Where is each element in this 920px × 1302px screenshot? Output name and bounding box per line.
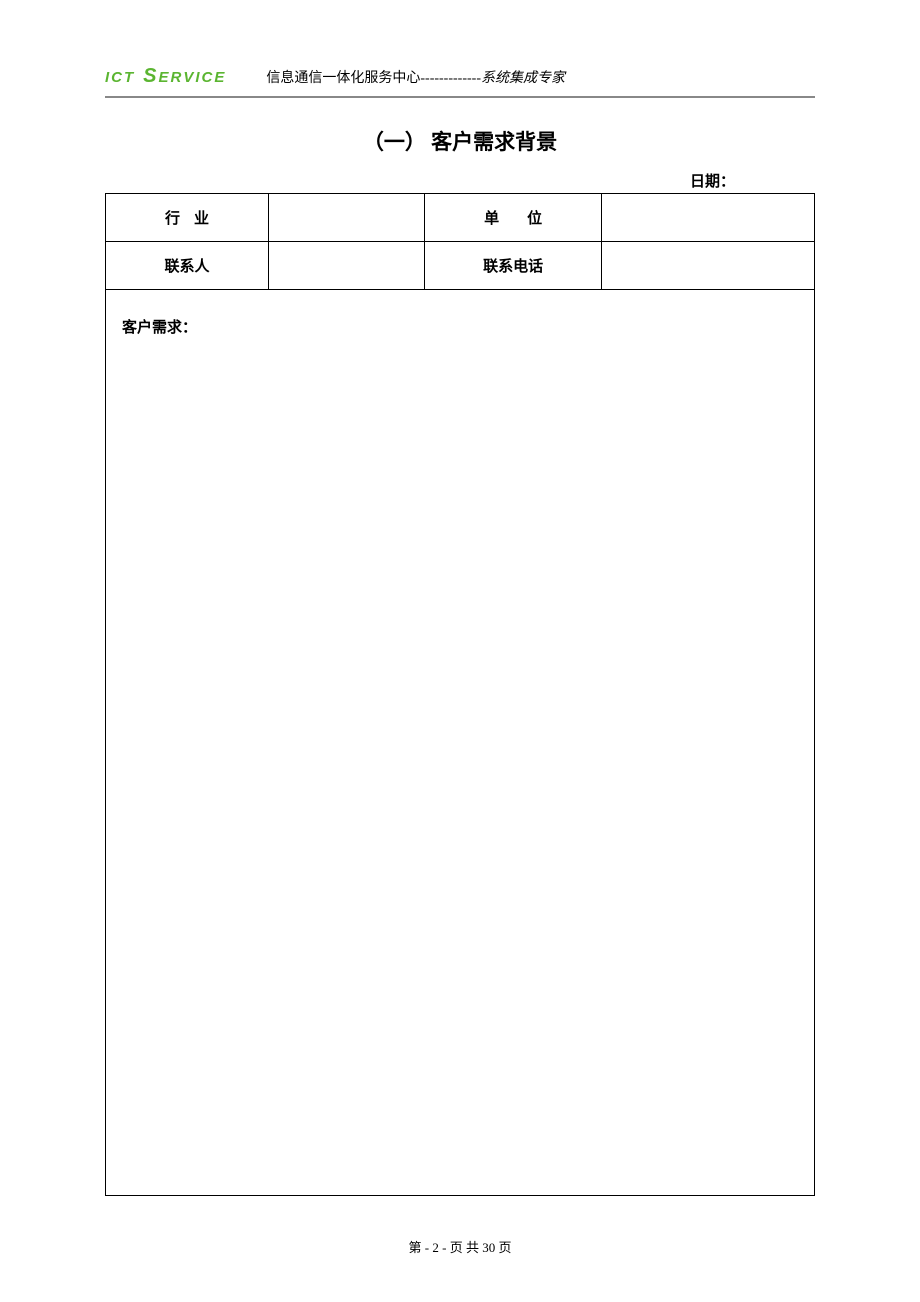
phone-value xyxy=(602,242,815,290)
logo-text-s: S xyxy=(143,65,156,88)
page-footer: 第 - 2 - 页 共 30 页 xyxy=(0,1237,920,1256)
header-text-plain: 信息通信一体化服务中心------------- xyxy=(266,67,481,87)
section-title: （一） 客户需求背景 xyxy=(105,126,815,156)
industry-value xyxy=(269,194,425,242)
phone-label: 联系电话 xyxy=(425,242,602,290)
table-row: 行业 单位 xyxy=(106,194,815,242)
header-subtitle: 信息通信一体化服务中心------------- 系统集成专家 xyxy=(266,67,565,87)
contact-label: 联系人 xyxy=(106,242,269,290)
customer-info-table: 行业 单位 联系人 联系电话 xyxy=(105,193,815,290)
logo-text-ervice: ERVICE xyxy=(159,69,227,86)
table-row: 联系人 联系电话 xyxy=(106,242,815,290)
requirements-label: 客户需求： xyxy=(122,316,798,337)
unit-label: 单位 xyxy=(425,194,602,242)
date-label: 日期： xyxy=(105,170,815,191)
requirements-box: 客户需求： xyxy=(105,290,815,1196)
industry-label: 行业 xyxy=(106,194,269,242)
logo-text-ict: ICT xyxy=(105,69,135,86)
header-divider xyxy=(105,96,815,98)
logo: ICT S ERVICE xyxy=(105,65,226,88)
contact-value xyxy=(269,242,425,290)
page-header: ICT S ERVICE 信息通信一体化服务中心------------- 系统… xyxy=(105,65,815,94)
header-text-italic: 系统集成专家 xyxy=(481,67,565,87)
unit-value xyxy=(602,194,815,242)
